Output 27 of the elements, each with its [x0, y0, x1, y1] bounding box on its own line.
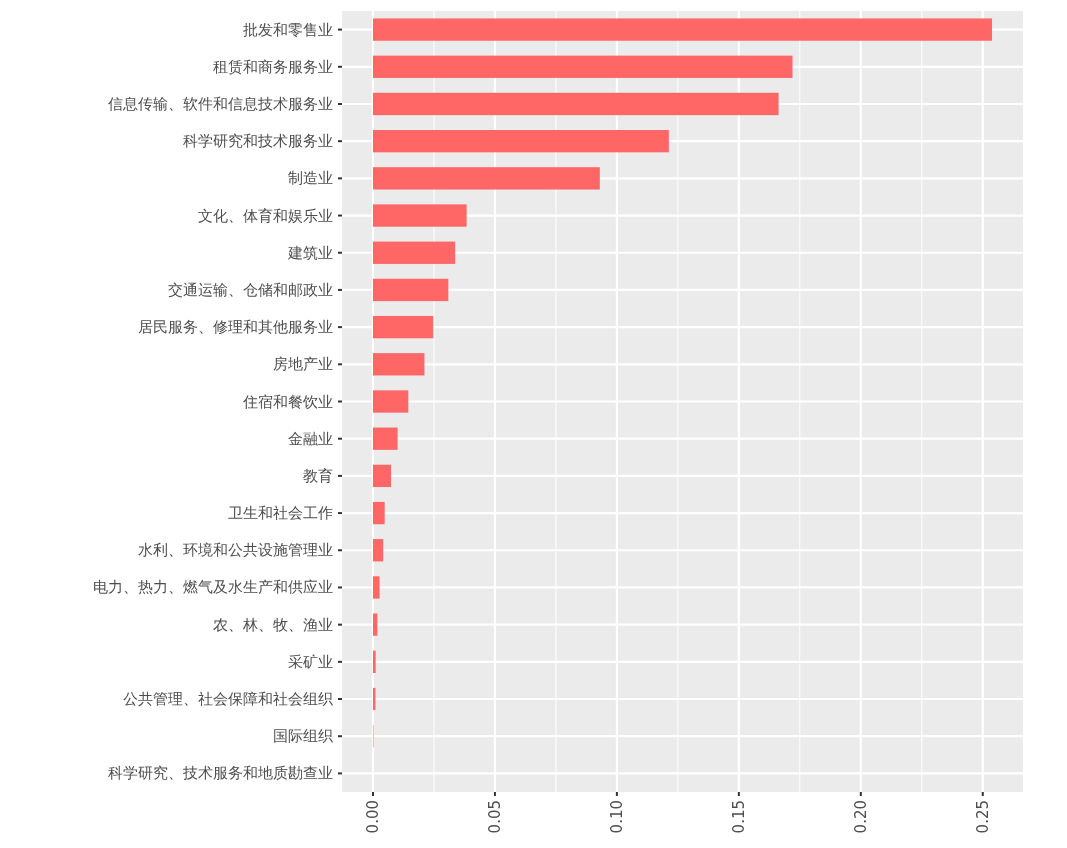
- x-tick-label: 0.20: [851, 800, 870, 834]
- y-tick-label: 制造业: [288, 169, 333, 188]
- y-tick-label: 科学研究和技术服务业: [183, 132, 333, 151]
- y-tick-label: 房地产业: [273, 355, 333, 374]
- x-tick-label: 0.00: [363, 800, 382, 834]
- y-tick-label: 科学研究、技术服务和地质勘查业: [108, 764, 333, 783]
- y-tick-label: 农、林、牧、渔业: [213, 615, 333, 634]
- y-tick-label: 卫生和社会工作: [228, 504, 333, 523]
- y-tick-label: 采矿业: [288, 652, 333, 671]
- x-tick-label: 0.10: [607, 800, 626, 834]
- y-tick-label: 国际组织: [273, 727, 333, 746]
- y-tick-label: 文化、体育和娱乐业: [198, 206, 333, 225]
- x-tick-label: 0.15: [729, 800, 748, 834]
- y-tick-label: 公共管理、社会保障和社会组织: [123, 690, 333, 709]
- x-tick-label: 0.25: [973, 800, 992, 834]
- y-tick-label: 金融业: [288, 429, 333, 448]
- y-tick-label: 建筑业: [287, 243, 333, 262]
- y-tick-label: 住宿和餐饮业: [242, 392, 333, 411]
- y-tick-label: 教育: [303, 466, 333, 485]
- y-tick-label: 批发和零售业: [243, 20, 333, 39]
- y-tick-label: 电力、热力、燃气及水生产和供应业: [93, 578, 333, 597]
- y-tick-label: 租赁和商务服务业: [213, 57, 333, 76]
- y-tick-label: 信息传输、软件和信息技术服务业: [108, 94, 333, 113]
- y-tick-label: 居民服务、修理和其他服务业: [138, 318, 333, 337]
- y-tick-label: 交通运输、仓储和邮政业: [168, 280, 333, 299]
- y-tick-label: 水利、环境和公共设施管理业: [138, 541, 333, 560]
- x-tick-label: 0.05: [485, 800, 504, 834]
